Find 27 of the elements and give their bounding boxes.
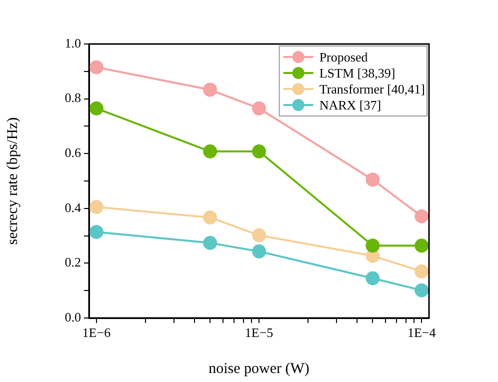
point [252,101,266,116]
point [89,60,104,74]
point [89,101,104,116]
legend-label: Proposed [319,49,368,64]
point [414,264,429,278]
point [414,283,429,298]
point [252,144,266,158]
x-tick-label: 1E−6 [82,325,112,340]
y-tick-label: 0.2 [64,254,81,270]
point [252,228,266,242]
x-tick-label: 1E−5 [244,325,274,340]
point [414,238,429,253]
x-tick-label: 1E−4 [407,325,436,340]
legend-label: Transformer [40,41] [319,81,425,96]
legend-label: NARX [37] [319,97,382,112]
legend-label: LSTM [38,39] [319,65,396,80]
y-tick-label: 1.0 [64,35,81,50]
y-tick-label: 0.4 [64,200,82,215]
y-axis-title: secrecy rate (bps/Hz) [4,117,21,245]
x-axis-title: noise power (W) [208,360,310,377]
point [89,200,104,214]
point [414,209,429,224]
point [252,244,266,258]
point [89,224,104,239]
y-tick-label: 0.8 [64,90,81,106]
y-tick-label: 0.6 [64,145,82,160]
y-tick-label: 0.0 [64,309,81,324]
